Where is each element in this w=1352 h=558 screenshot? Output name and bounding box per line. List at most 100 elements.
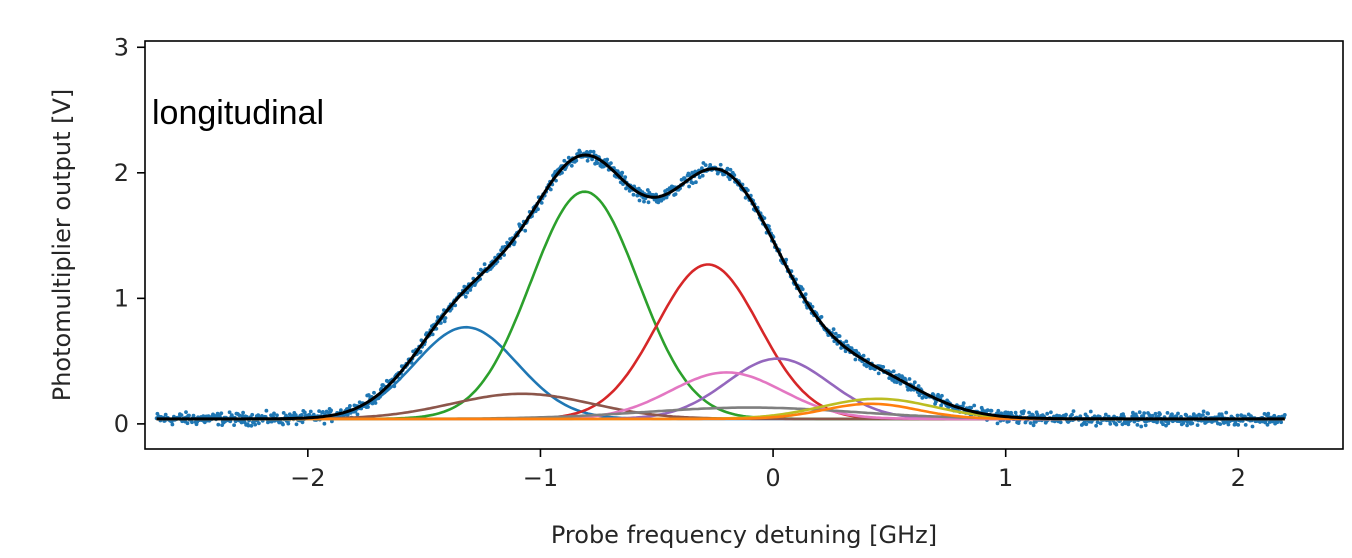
data-point [1114, 422, 1119, 427]
data-point [784, 257, 789, 262]
data-point [578, 150, 582, 155]
data-point [418, 349, 423, 354]
data-point [1185, 423, 1189, 428]
data-point [1031, 423, 1036, 428]
data-point [286, 421, 291, 426]
data-point [1045, 411, 1050, 416]
data-point [1153, 411, 1158, 416]
data-point [272, 411, 276, 416]
data-point [190, 420, 194, 425]
data-point [907, 377, 912, 381]
data-point [1150, 413, 1155, 418]
x-tick-label: 2 [1231, 464, 1246, 492]
data-point [465, 290, 470, 295]
data-point [1139, 424, 1144, 429]
x-tick-label: −2 [290, 464, 325, 492]
data-point [687, 184, 691, 189]
data-point [844, 339, 849, 344]
data-point [574, 158, 579, 163]
data-point [909, 387, 913, 392]
data-point [1176, 411, 1180, 416]
data-point [1226, 422, 1231, 427]
y-tick-label: 0 [114, 410, 129, 438]
data-point [170, 422, 175, 427]
data-point [700, 173, 705, 178]
data-point [1265, 422, 1270, 427]
data-point [996, 408, 1001, 413]
data-point [819, 315, 824, 319]
data-point [1023, 420, 1028, 425]
component-curve-3 [156, 263, 1285, 421]
data-point [1218, 422, 1223, 426]
data-point [373, 401, 378, 405]
data-point [745, 188, 750, 193]
data-point [1131, 410, 1135, 415]
data-point [654, 192, 658, 197]
data-point [322, 421, 327, 426]
data-point [1031, 413, 1035, 417]
data-point [1258, 420, 1262, 424]
data-point [1094, 423, 1098, 428]
data-point [287, 412, 292, 417]
data-point [1165, 411, 1170, 415]
data-point [588, 149, 593, 154]
data-point [861, 353, 866, 358]
data-point [700, 166, 704, 171]
plot-frame [144, 40, 1344, 450]
data-point [833, 331, 838, 336]
x-tick-label: −1 [523, 464, 558, 492]
data-point [800, 287, 805, 292]
data-point [257, 421, 261, 426]
data-point [366, 393, 371, 397]
data-point [1071, 409, 1076, 413]
data-point [1143, 423, 1148, 428]
data-point [631, 192, 636, 197]
data-point [843, 349, 848, 354]
data-point [1126, 422, 1131, 427]
data-point [355, 412, 360, 417]
data-point [163, 412, 168, 417]
data-point [1250, 424, 1255, 429]
data-point [239, 420, 244, 425]
annotation-label: longitudinal [152, 94, 324, 132]
data-point [184, 410, 188, 414]
data-point [216, 422, 221, 427]
data-point [1064, 412, 1068, 417]
data-point [442, 319, 447, 324]
data-point [249, 423, 254, 428]
data-point [1235, 413, 1240, 418]
data-point [1070, 412, 1074, 417]
fit-curve [156, 153, 1285, 421]
data-point [1103, 412, 1108, 417]
data-point [253, 422, 258, 427]
data-point [348, 404, 352, 408]
data-point [912, 380, 917, 385]
data-point [1243, 423, 1248, 427]
data-point [302, 410, 307, 415]
data-point [1282, 413, 1287, 417]
data-point [308, 409, 313, 414]
component-curve-2 [156, 190, 1285, 421]
data-point [1195, 423, 1200, 427]
data-point [999, 411, 1004, 416]
data-point [725, 166, 730, 171]
data-point [585, 158, 590, 163]
data-point [605, 157, 610, 162]
data-point [1088, 409, 1093, 414]
data-point [881, 365, 886, 369]
data-point [300, 420, 305, 425]
data-point [250, 412, 255, 417]
y-tick-label: 2 [114, 159, 129, 187]
data-point [185, 421, 190, 426]
data-point [430, 332, 435, 337]
data-point [1236, 423, 1241, 427]
y-axis-title: Photomultiplier output [V] [48, 89, 76, 402]
data-point [227, 410, 232, 415]
data-point [275, 413, 279, 418]
data-point [329, 408, 333, 413]
data-point [664, 195, 669, 200]
y-axis: 0 1 2 3 [114, 33, 145, 438]
data-point [940, 393, 944, 398]
data-point [961, 401, 966, 405]
data-point [277, 420, 282, 425]
